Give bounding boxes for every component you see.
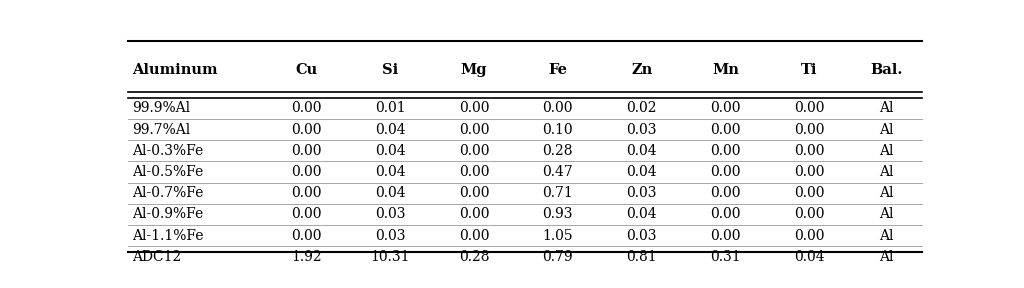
Text: 0.04: 0.04 [375, 165, 406, 179]
Text: Mg: Mg [461, 63, 487, 77]
Text: 0.00: 0.00 [459, 165, 489, 179]
Text: 0.00: 0.00 [711, 165, 740, 179]
Text: 0.04: 0.04 [375, 186, 406, 200]
Text: 0.00: 0.00 [794, 186, 824, 200]
Text: Al: Al [879, 186, 894, 200]
Text: 0.47: 0.47 [543, 165, 573, 179]
Text: Aluminum: Aluminum [132, 63, 217, 77]
Text: 0.00: 0.00 [711, 186, 740, 200]
Text: 10.31: 10.31 [371, 250, 410, 264]
Text: 0.03: 0.03 [627, 229, 656, 242]
Text: 99.7%Al: 99.7%Al [132, 123, 190, 137]
Text: 0.00: 0.00 [794, 207, 824, 221]
Text: 0.04: 0.04 [375, 144, 406, 158]
Text: 0.03: 0.03 [375, 207, 406, 221]
Text: 0.00: 0.00 [291, 123, 322, 137]
Text: Cu: Cu [296, 63, 317, 77]
Text: 0.00: 0.00 [291, 229, 322, 242]
Text: 0.71: 0.71 [543, 186, 573, 200]
Text: 0.00: 0.00 [794, 229, 824, 242]
Text: 0.02: 0.02 [627, 101, 656, 115]
Text: 0.04: 0.04 [794, 250, 824, 264]
Text: 0.00: 0.00 [543, 101, 573, 115]
Text: 0.04: 0.04 [627, 207, 657, 221]
Text: 0.00: 0.00 [459, 207, 489, 221]
Text: 0.00: 0.00 [711, 123, 740, 137]
Text: Al-1.1%Fe: Al-1.1%Fe [132, 229, 204, 242]
Text: Al-0.9%Fe: Al-0.9%Fe [132, 207, 203, 221]
Text: 0.28: 0.28 [543, 144, 573, 158]
Text: 0.00: 0.00 [291, 207, 322, 221]
Text: 0.00: 0.00 [459, 186, 489, 200]
Text: Al: Al [879, 101, 894, 115]
Text: Ti: Ti [801, 63, 817, 77]
Text: 0.04: 0.04 [627, 144, 657, 158]
Text: 0.00: 0.00 [291, 165, 322, 179]
Text: 0.00: 0.00 [291, 144, 322, 158]
Text: 1.92: 1.92 [291, 250, 322, 264]
Text: 0.81: 0.81 [627, 250, 657, 264]
Text: 0.00: 0.00 [459, 144, 489, 158]
Text: Mn: Mn [712, 63, 739, 77]
Text: Bal.: Bal. [870, 63, 902, 77]
Text: 0.00: 0.00 [291, 186, 322, 200]
Text: 0.00: 0.00 [459, 123, 489, 137]
Text: 0.00: 0.00 [794, 101, 824, 115]
Text: 0.00: 0.00 [711, 229, 740, 242]
Text: 0.03: 0.03 [627, 123, 656, 137]
Text: 0.79: 0.79 [543, 250, 573, 264]
Text: 0.04: 0.04 [627, 165, 657, 179]
Text: 0.00: 0.00 [711, 207, 740, 221]
Text: 0.00: 0.00 [459, 101, 489, 115]
Text: 0.00: 0.00 [794, 144, 824, 158]
Text: 0.28: 0.28 [459, 250, 489, 264]
Text: Zn: Zn [631, 63, 652, 77]
Text: 0.03: 0.03 [375, 229, 406, 242]
Text: 0.93: 0.93 [543, 207, 573, 221]
Text: Al: Al [879, 250, 894, 264]
Text: ADC12: ADC12 [132, 250, 181, 264]
Text: 0.00: 0.00 [711, 101, 740, 115]
Text: 0.01: 0.01 [375, 101, 406, 115]
Text: Al-0.7%Fe: Al-0.7%Fe [132, 186, 204, 200]
Text: Al-0.5%Fe: Al-0.5%Fe [132, 165, 203, 179]
Text: 0.04: 0.04 [375, 123, 406, 137]
Text: 0.00: 0.00 [459, 229, 489, 242]
Text: 0.00: 0.00 [794, 165, 824, 179]
Text: Fe: Fe [549, 63, 567, 77]
Text: Al-0.3%Fe: Al-0.3%Fe [132, 144, 203, 158]
Text: 1.05: 1.05 [543, 229, 573, 242]
Text: 0.31: 0.31 [710, 250, 740, 264]
Text: 0.00: 0.00 [711, 144, 740, 158]
Text: Al: Al [879, 144, 894, 158]
Text: Si: Si [382, 63, 398, 77]
Text: Al: Al [879, 165, 894, 179]
Text: 0.03: 0.03 [627, 186, 656, 200]
Text: Al: Al [879, 207, 894, 221]
Text: Al: Al [879, 123, 894, 137]
Text: 0.00: 0.00 [794, 123, 824, 137]
Text: Al: Al [879, 229, 894, 242]
Text: 0.10: 0.10 [543, 123, 573, 137]
Text: 0.00: 0.00 [291, 101, 322, 115]
Text: 99.9%Al: 99.9%Al [132, 101, 190, 115]
